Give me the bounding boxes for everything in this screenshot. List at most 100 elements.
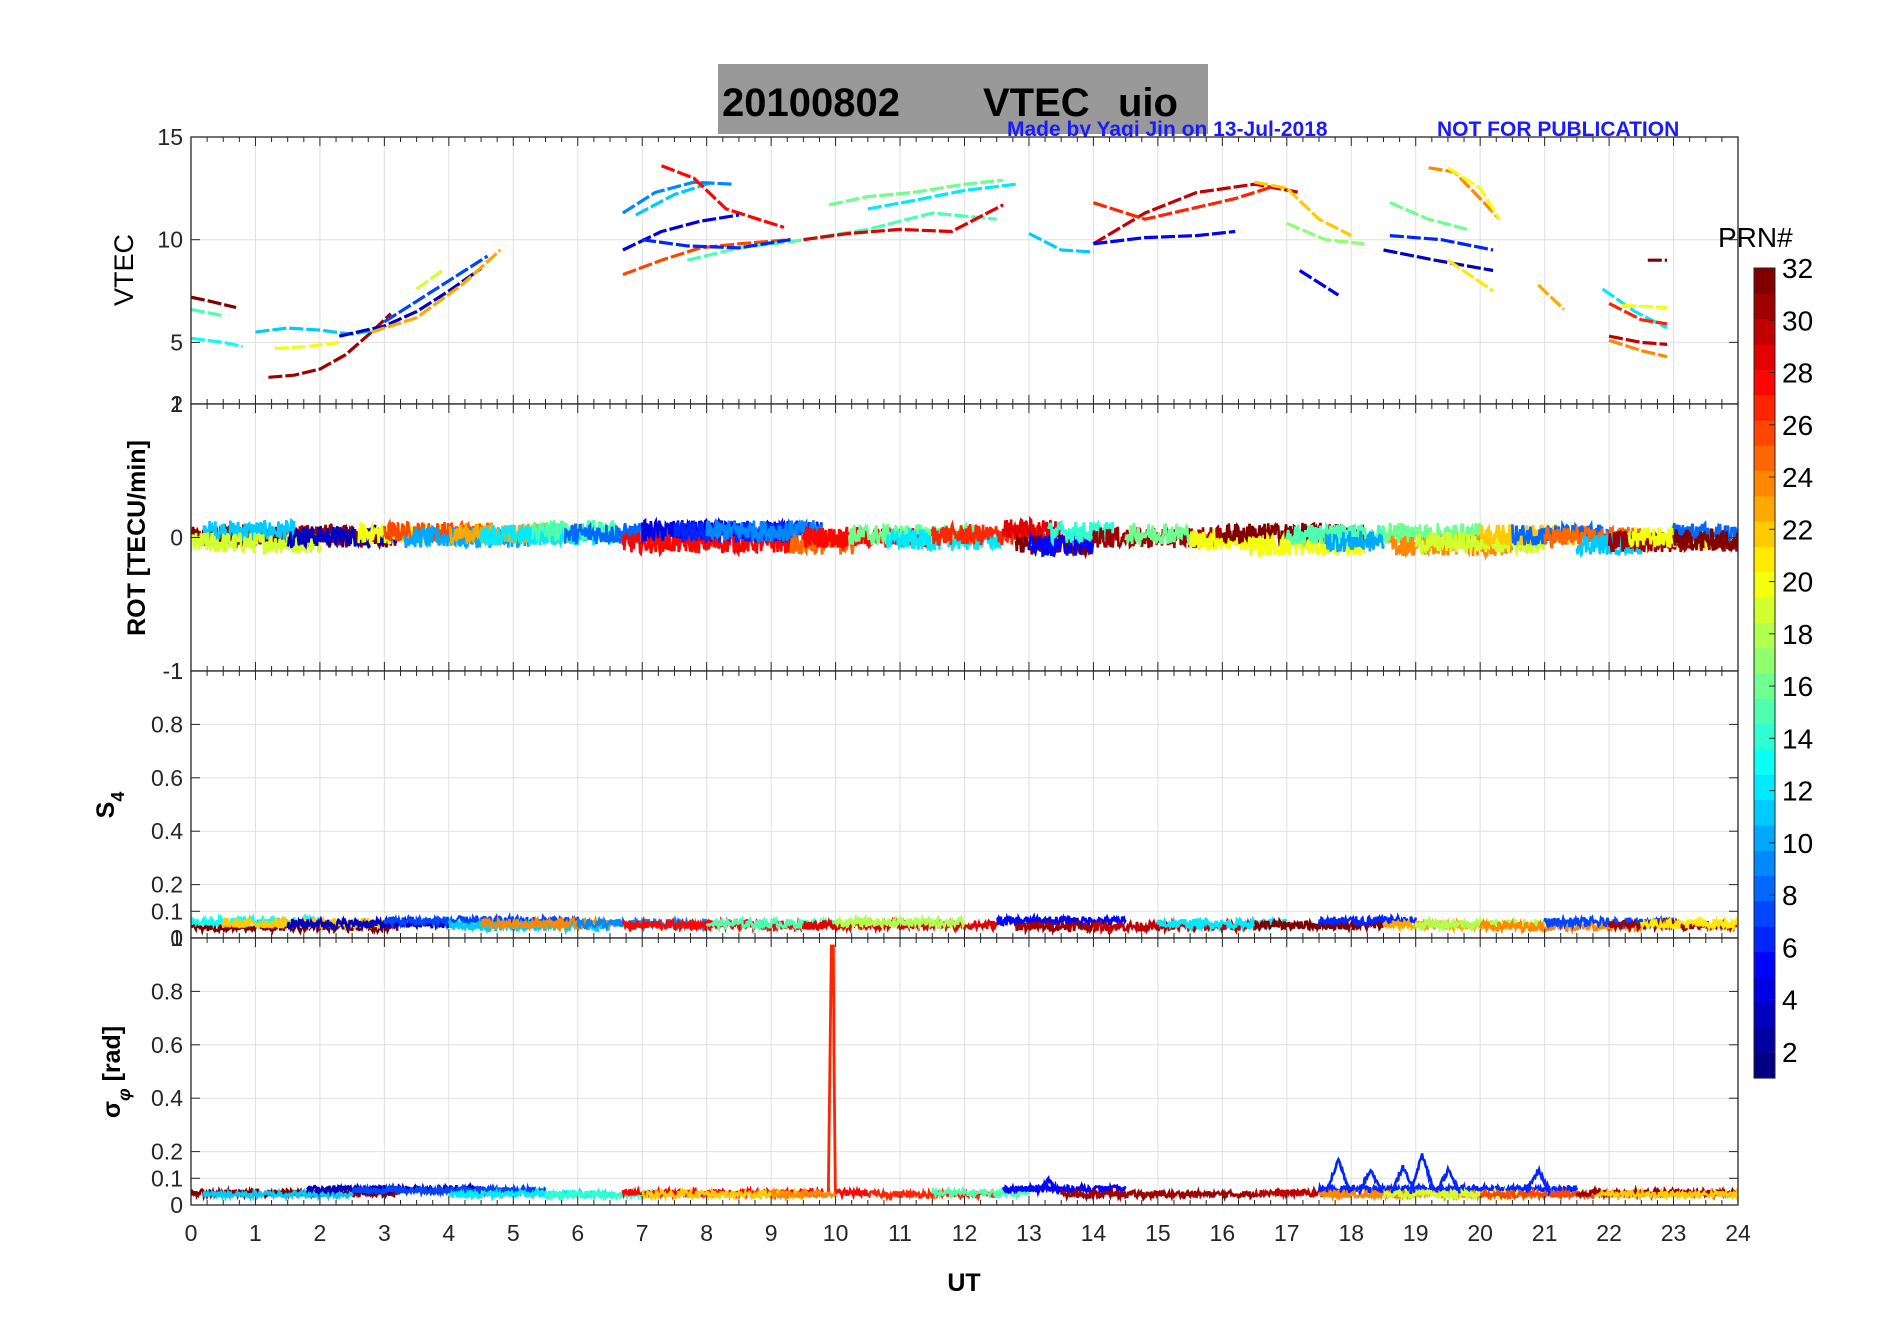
x-tick-label: 0 [185, 1220, 198, 1246]
s4-series-line [802, 915, 998, 935]
vtec-series-line [191, 307, 224, 318]
colorbar-swatch [1754, 875, 1775, 902]
s4-ylabel: S4 [92, 792, 128, 819]
vtec-series-line [1608, 301, 1668, 326]
title-main: VTEC [983, 81, 1090, 125]
sigma-phi-bump [1390, 1164, 1416, 1194]
colorbar-swatch [1754, 673, 1775, 699]
vtec-series-line [1298, 269, 1340, 297]
vtec-series-line [415, 269, 444, 291]
vtec-series-line [1446, 258, 1495, 293]
y-tick-label: 5 [170, 329, 183, 355]
sigma-phi-spike [826, 944, 837, 1192]
rot-series-line [1027, 530, 1095, 558]
vtec-series-line [1092, 184, 1275, 221]
y-tick-label: 2 [170, 391, 183, 417]
y-tick-label: 1 [170, 925, 183, 951]
x-tick-label: 17 [1274, 1220, 1300, 1246]
colorbar-tick-label: 32 [1782, 253, 1813, 284]
colorbar-tick-label: 18 [1782, 619, 1813, 650]
colorbar-swatch [1754, 951, 1775, 978]
sigma-phi-bump [1525, 1164, 1551, 1197]
x-tick-labels: 0 1 2 3 4 5 6 7 8 9 10 11 12 13 14 15 16 17 18 19 20 21 22 23 24 [185, 1220, 1751, 1246]
rot-series-line [1324, 530, 1385, 553]
colorbar-tick-label: 26 [1782, 410, 1813, 441]
colorbar-swatch [1754, 850, 1775, 877]
colorbar-swatch [1754, 394, 1775, 421]
s4-series-line [1640, 915, 1738, 933]
y-tick-label: 0.8 [151, 978, 183, 1004]
sigma-phi-series-line [834, 1185, 870, 1201]
colorbar-tick-label: 10 [1782, 828, 1813, 859]
colorbar-swatch [1754, 445, 1775, 472]
sigma-phi-series-line [1059, 1186, 1256, 1203]
vtec-series-line [1254, 180, 1353, 238]
y-tick-label: 1 [170, 391, 183, 417]
y-tick-label: 0.1 [151, 1165, 183, 1191]
colorbar-swatch [1754, 900, 1775, 927]
colorbar-border [1753, 267, 1776, 1079]
rot-series-line [191, 532, 322, 556]
vtec-series-line [660, 164, 785, 229]
colorbar-swatch [1754, 571, 1775, 598]
colorbar-tick-label: 4 [1782, 985, 1798, 1016]
colorbar-tick-label: 6 [1782, 932, 1798, 963]
vtec-series-line [641, 238, 791, 250]
colorbar-tick-label: 2 [1782, 1037, 1798, 1068]
colorbar-swatch [1754, 698, 1775, 725]
colorbar-swatch [1754, 1052, 1775, 1079]
y-tick-label: 1 [170, 658, 183, 684]
vtec-series-line [1608, 338, 1668, 359]
colorbar-swatch [1754, 268, 1775, 294]
sigma-phi-traces [191, 944, 1738, 1203]
rot-series-line [1047, 519, 1115, 548]
y-tick-label: 0 [170, 525, 183, 551]
y-tick-label: 0.4 [151, 1085, 183, 1111]
colorbar-tick-label: 8 [1782, 880, 1798, 911]
sigma-phi-panel: 00.10.20.40.60.81 [151, 925, 1739, 1218]
colorbar-swatch [1754, 723, 1775, 750]
y-tick-label: 10 [157, 227, 183, 253]
rot-series-line [1672, 528, 1738, 553]
colorbar-tick-label: 30 [1782, 305, 1813, 336]
rot-panel: -1 0 1 [163, 391, 1739, 684]
colorbar-swatch [1754, 799, 1775, 826]
colorbar-tick-label: 12 [1782, 776, 1813, 807]
vtec-series-line [1286, 221, 1365, 246]
vtec-panel: 2 5 10 15 [157, 124, 1739, 417]
vtec-series-line [1389, 234, 1494, 252]
x-tick-label: 13 [1016, 1220, 1042, 1246]
x-tick-label: 6 [571, 1220, 584, 1246]
x-tick-label: 21 [1532, 1220, 1558, 1246]
vtec-series-line [1428, 166, 1501, 221]
vtec-series-line [1537, 283, 1566, 311]
vtec-series-line [371, 248, 502, 334]
colorbar-tick-label: 20 [1782, 567, 1813, 598]
colorbar-swatch [1754, 926, 1775, 953]
colorbar-swatch [1754, 293, 1775, 320]
y-tick-label: 0.6 [151, 1032, 183, 1058]
s4-series-line [1414, 914, 1546, 933]
sigma-phi-bump [1409, 1153, 1435, 1195]
sigma-phi-bump [1357, 1168, 1384, 1196]
vtec-series-line [383, 254, 489, 324]
vtec-series-line [1093, 229, 1236, 246]
title-date: 20100802 [722, 81, 900, 125]
x-tick-label: 9 [765, 1220, 778, 1246]
y-tick-label: 0.6 [151, 765, 183, 791]
colorbar-swatch [1754, 1002, 1775, 1028]
rot-traces [191, 515, 1738, 562]
colorbar-tick-label: 22 [1782, 514, 1813, 545]
x-tick-label: 15 [1145, 1220, 1171, 1246]
x-tick-label: 10 [823, 1220, 849, 1246]
title-station: uio [1118, 81, 1178, 125]
vtec-series-line [1028, 232, 1094, 254]
colorbar-swatch [1754, 318, 1775, 345]
x-tick-label: 22 [1596, 1220, 1622, 1246]
x-axis-label: UT [947, 1269, 980, 1297]
sigma-phi-ylabel: σφ [rad] [98, 1026, 134, 1118]
s4-series-line [383, 911, 580, 931]
colorbar-swatch [1754, 369, 1775, 396]
colorbar-swatch [1754, 470, 1775, 497]
